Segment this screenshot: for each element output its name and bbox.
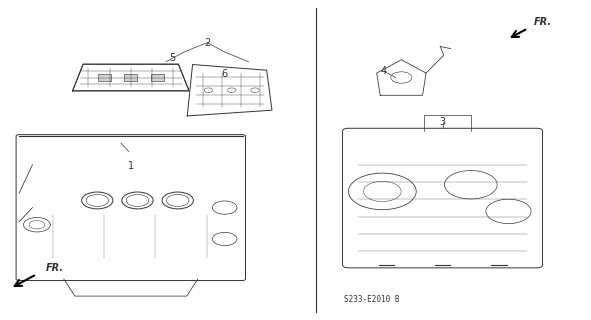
FancyBboxPatch shape (16, 135, 245, 281)
Polygon shape (376, 60, 426, 95)
Bar (151, 74, 164, 81)
Text: 1: 1 (128, 161, 134, 171)
Text: 6: 6 (222, 69, 228, 79)
Text: FR.: FR. (534, 17, 552, 28)
Text: S233-E2010 B: S233-E2010 B (344, 295, 400, 304)
Polygon shape (73, 64, 189, 91)
FancyBboxPatch shape (343, 128, 543, 268)
Polygon shape (187, 65, 272, 116)
Text: FR.: FR. (46, 263, 63, 273)
Text: 3: 3 (440, 117, 446, 127)
Text: 2: 2 (204, 38, 210, 48)
Text: 5: 5 (169, 53, 175, 63)
Bar (125, 74, 137, 81)
Bar (98, 74, 111, 81)
Text: 4: 4 (381, 66, 387, 76)
